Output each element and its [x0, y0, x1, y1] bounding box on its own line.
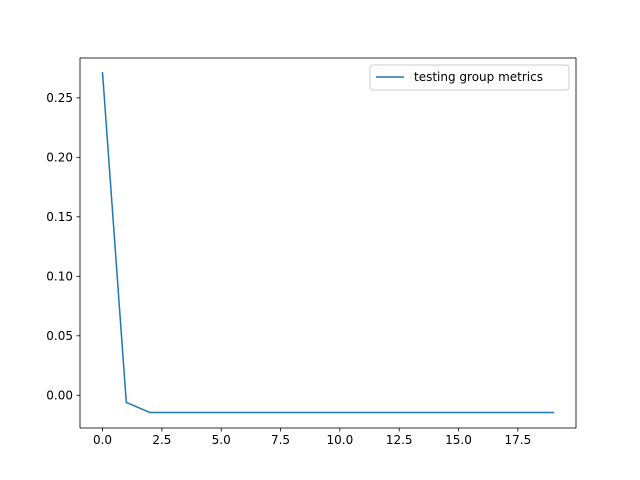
y-axis-ticks: 0.00 0.05 0.10 0.15 0.20 0.25 [46, 91, 80, 402]
x-tick-label: 15.0 [445, 433, 472, 447]
x-tick-label: 17.5 [504, 433, 531, 447]
x-tick-label: 7.5 [271, 433, 290, 447]
legend: testing group metrics [369, 64, 570, 91]
x-tick-label: 12.5 [386, 433, 413, 447]
y-tick-label: 0.25 [46, 91, 73, 105]
y-tick-label: 0.00 [46, 388, 73, 402]
x-tick-label: 10.0 [327, 433, 354, 447]
legend-box [369, 64, 570, 91]
y-tick-label: 0.15 [46, 210, 73, 224]
x-tick-label: 0.0 [93, 433, 112, 447]
legend-entry-label: testing group metrics [414, 70, 543, 84]
x-tick-label: 5.0 [212, 433, 231, 447]
y-tick-label: 0.05 [46, 329, 73, 343]
x-axis-ticks: 0.0 2.5 5.0 7.5 10.0 12.5 15.0 17.5 [93, 428, 531, 447]
plot-frame [79, 57, 577, 429]
series-line-0 [101, 72, 555, 414]
series-layer [101, 72, 555, 414]
y-tick-label: 0.20 [46, 150, 73, 164]
x-tick-label: 2.5 [152, 433, 171, 447]
y-tick-label: 0.10 [46, 269, 73, 283]
